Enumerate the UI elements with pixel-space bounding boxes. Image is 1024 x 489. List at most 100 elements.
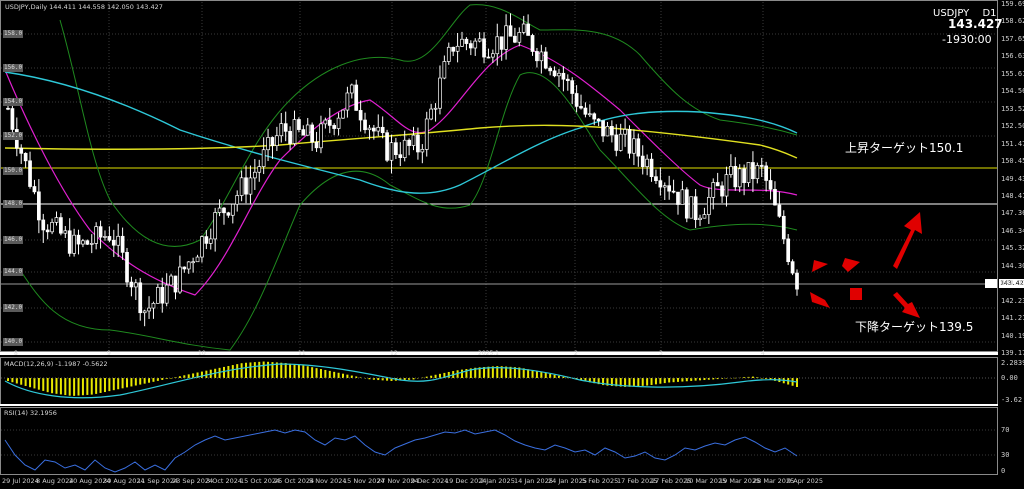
candle-body — [23, 152, 28, 162]
macd-bar — [381, 378, 384, 381]
candle-body — [125, 252, 129, 283]
macd-bar — [196, 372, 199, 378]
down-arrow-small-1 — [810, 292, 830, 308]
candle-body — [424, 118, 429, 150]
candle-body — [72, 234, 76, 254]
price-axis-label: 157.650 — [1001, 34, 1024, 43]
macd-bar — [491, 366, 494, 378]
candle-body — [394, 142, 398, 156]
macd-bar — [624, 378, 627, 387]
price-axis-label: 155.610 — [1001, 69, 1024, 78]
price-chart-pane[interactable] — [0, 0, 998, 352]
candle-body — [6, 107, 10, 110]
macd-bar — [231, 365, 234, 378]
candle-body — [420, 149, 425, 153]
price-axis-label: 148.410 — [1001, 191, 1024, 200]
macd-bar — [368, 378, 371, 380]
macd-bar — [218, 367, 221, 378]
candle-body — [244, 177, 248, 195]
macd-bar — [117, 378, 120, 390]
month-label: 9 — [107, 350, 111, 357]
macd-bar — [346, 374, 349, 378]
macd-bar — [77, 378, 80, 396]
macd-bar — [289, 363, 292, 378]
macd-bar — [245, 362, 248, 378]
candle-body — [751, 162, 755, 180]
candle-body — [235, 195, 240, 205]
rsi-pane[interactable] — [0, 407, 998, 475]
macd-bar — [267, 361, 270, 378]
month-label: 11 — [298, 350, 306, 357]
macd-bar — [602, 378, 605, 386]
macd-bar — [615, 378, 618, 387]
macd-bar — [192, 373, 195, 378]
macd-bar — [386, 378, 389, 381]
candle-body — [755, 165, 760, 180]
candle-body — [385, 132, 389, 161]
price-axis-label: 145.320 — [1001, 244, 1024, 253]
candle-body — [781, 215, 786, 240]
pane-separator[interactable] — [0, 404, 998, 406]
macd-bar — [527, 369, 530, 378]
candle-body — [543, 51, 548, 69]
macd-bar — [465, 369, 468, 378]
month-label: 10 — [198, 350, 206, 357]
macd-bar — [461, 369, 464, 378]
macd-bar — [51, 378, 54, 394]
macd-bar — [663, 378, 666, 384]
candle-body — [570, 80, 575, 94]
pane-separator[interactable] — [0, 352, 998, 355]
current-price: 143.427 — [948, 17, 1003, 31]
candle-body — [684, 189, 689, 219]
candle-body — [491, 53, 495, 58]
macd-axis-bottom: -3.62 — [1001, 396, 1023, 404]
macd-bar — [293, 364, 296, 378]
candle-body — [173, 275, 178, 293]
date-axis-label: 25 Oct 2024 — [274, 477, 315, 485]
candle-body — [213, 212, 218, 240]
macd-bar — [126, 378, 129, 388]
macd-bar — [416, 378, 419, 379]
date-axis-label: 15 Oct 2024 — [240, 477, 281, 485]
candle-body — [208, 238, 213, 244]
macd-bar — [297, 364, 300, 378]
level-tag: 146.0 — [3, 236, 24, 244]
macd-bar — [796, 378, 798, 387]
candle-body — [248, 177, 253, 195]
candle-body — [178, 266, 182, 293]
candle-body — [477, 38, 482, 42]
candle-body — [37, 191, 41, 221]
level-tag: 154.0 — [3, 98, 24, 106]
candle-body — [32, 186, 37, 193]
price-axis-label: 139.170 — [1001, 349, 1024, 357]
macd-bar — [90, 378, 93, 395]
macd-bar — [178, 376, 181, 378]
macd-bar — [743, 377, 746, 378]
price-axis-label: 150.450 — [1001, 157, 1024, 166]
candle-body — [59, 217, 63, 234]
macd-bar — [350, 375, 353, 378]
level-tag: 144.0 — [3, 268, 24, 276]
macd-bar — [707, 378, 710, 380]
macd-bar — [64, 378, 67, 396]
macd-bar — [434, 374, 437, 378]
macd-bar — [447, 371, 450, 378]
macd-bar — [584, 378, 587, 382]
candle-body — [345, 92, 350, 111]
macd-bar — [258, 361, 261, 378]
candle-body — [129, 281, 134, 288]
macd-bar — [359, 377, 362, 378]
date-axis-label: 24 Jan 2025 — [548, 477, 587, 485]
candle-body — [310, 124, 314, 143]
candle-body — [446, 46, 451, 62]
candle-body — [618, 133, 623, 151]
candle-body — [592, 113, 597, 120]
candle-body — [455, 45, 460, 52]
candle-body — [186, 261, 191, 270]
bar-countdown: -1930:00 — [942, 33, 992, 46]
macd-bar — [68, 378, 71, 396]
macd-bar — [121, 378, 124, 389]
macd-bar — [253, 362, 256, 378]
macd-bar — [496, 366, 499, 378]
